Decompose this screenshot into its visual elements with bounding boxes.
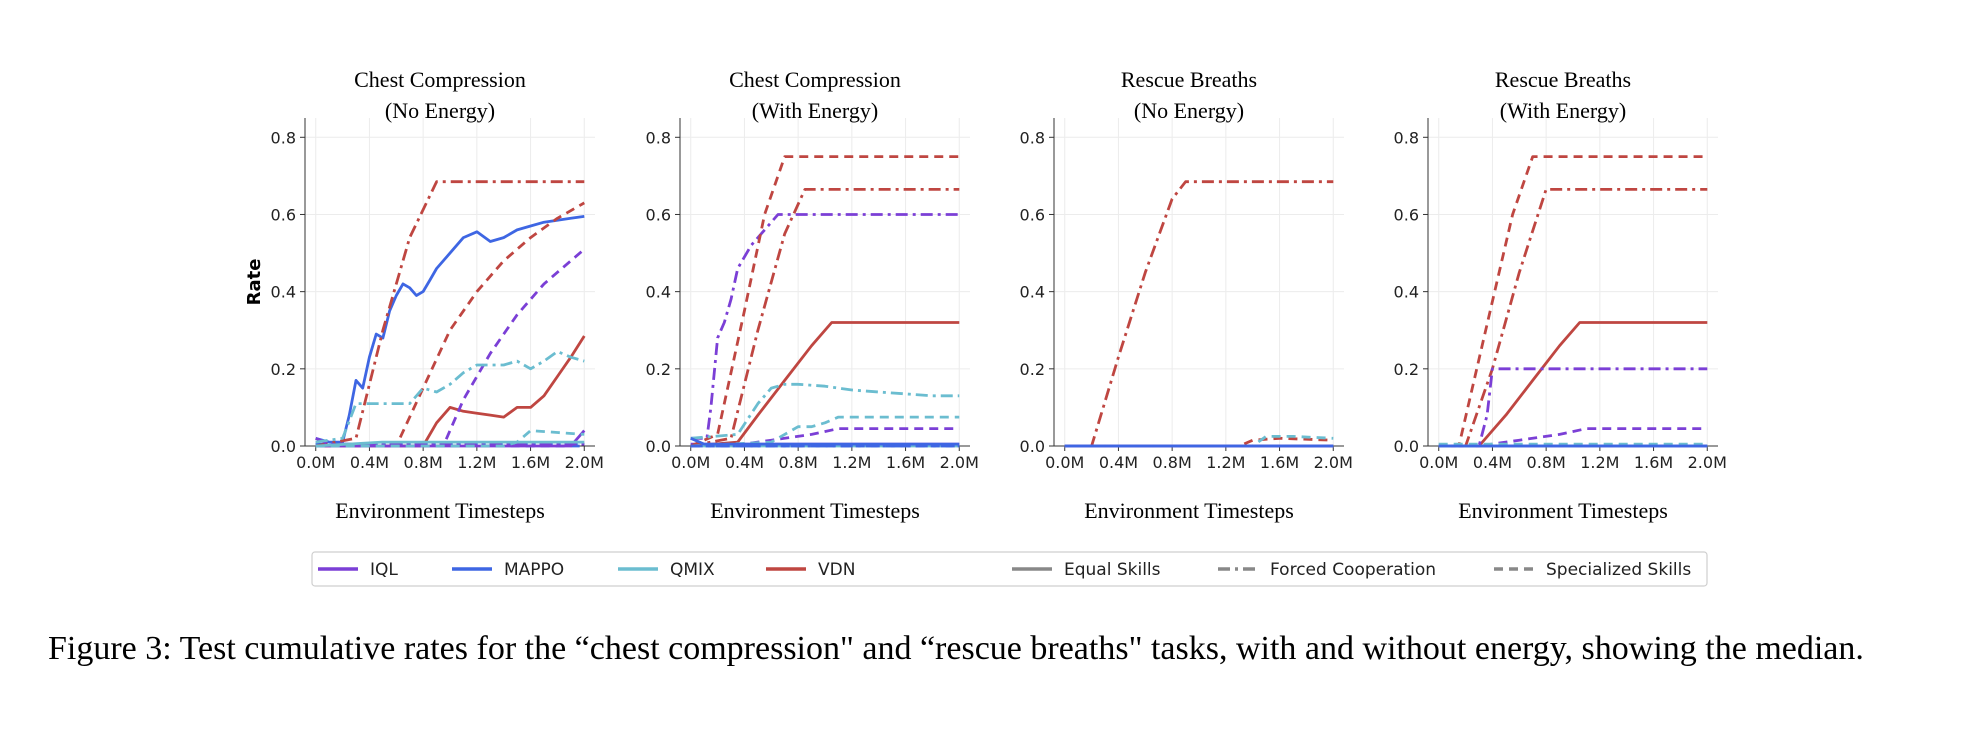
x-tick-label: 0.4M	[1473, 453, 1512, 472]
x-axis-label: Environment Timesteps	[335, 498, 545, 523]
panel-title: (With Energy)	[1500, 98, 1626, 123]
y-tick-label: 0.8	[646, 128, 671, 147]
y-tick-label: 0.0	[1020, 437, 1045, 456]
chart-panel-1: 0.0 0.2 0.4 0.6 0.8 0.0M 0.4M 0.8M 1.2M 1.6M 2.0M C…	[244, 67, 604, 523]
y-tick-label: 0.2	[646, 360, 671, 379]
series-line-vdn-forced-cooperation	[1064, 180, 1334, 448]
panel-title: (No Energy)	[385, 98, 495, 123]
x-tick-label: 0.0M	[1419, 453, 1458, 472]
series-line-qmix-forced-cooperation	[690, 382, 960, 440]
x-axis-label: Environment Timesteps	[1084, 498, 1294, 523]
x-tick-label: 0.8M	[779, 453, 818, 472]
series-line-vdn-forced-cooperation	[690, 187, 960, 448]
x-tick-label: 1.2M	[1580, 453, 1619, 472]
x-tick-label: 0.4M	[350, 453, 389, 472]
y-tick-label: 0.4	[646, 283, 671, 302]
y-tick-label: 0.4	[271, 283, 296, 302]
x-tick-label: 0.8M	[1527, 453, 1566, 472]
y-tick-label: 0.4	[1394, 283, 1419, 302]
x-tick-label: 0.8M	[404, 453, 443, 472]
y-tick-label: 0.6	[271, 205, 296, 224]
x-tick-label: 0.4M	[725, 453, 764, 472]
series-line-qmix-specialized-skills	[690, 415, 960, 448]
y-tick-label: 0.0	[646, 437, 671, 456]
legend-label-forced-cooperation: Forced Cooperation	[1270, 560, 1436, 580]
series-line-mappo-equal-skills	[315, 215, 585, 444]
legend-label-qmix: QMIX	[670, 560, 715, 580]
series-line-vdn-forced-cooperation	[315, 180, 585, 448]
x-tick-label: 1.6M	[1260, 453, 1299, 472]
x-tick-label: 1.6M	[1634, 453, 1673, 472]
figure-caption: Figure 3: Test cumulative rates for the …	[48, 630, 1864, 667]
legend-label-equal-skills: Equal Skills	[1064, 560, 1161, 580]
panel-title: Chest Compression	[729, 67, 901, 92]
series-line-vdn-equal-skills	[690, 321, 960, 448]
panel-title: Rescue Breaths	[1495, 67, 1631, 92]
series-line-qmix-specialized-skills	[315, 429, 585, 448]
x-tick-label: 1.2M	[457, 453, 496, 472]
y-tick-label: 0.0	[1394, 437, 1419, 456]
panel-title: (With Energy)	[752, 98, 878, 123]
chart-panel-2: 0.0 0.2 0.4 0.6 0.8 0.0M 0.4M 0.8M 1.2M 1.6M 2.0M C…	[646, 67, 979, 523]
x-tick-label: 1.6M	[511, 453, 550, 472]
series-line-iql-specialized-skills	[690, 427, 960, 448]
panel-title: Rescue Breaths	[1121, 67, 1257, 92]
panel-title: Chest Compression	[354, 67, 526, 92]
legend-label-vdn: VDN	[818, 560, 855, 580]
y-tick-label: 0.2	[1020, 360, 1045, 379]
panel-title: (No Energy)	[1134, 98, 1244, 123]
chart-panel-3: 0.0 0.2 0.4 0.6 0.8 0.0M 0.4M 0.8M 1.2M 1.6M 2.0M R…	[1020, 67, 1353, 523]
y-tick-label: 0.2	[1394, 360, 1419, 379]
y-tick-label: 0.8	[271, 128, 296, 147]
x-tick-label: 2.0M	[940, 453, 979, 472]
series-line-iql-specialized-skills	[1438, 427, 1708, 448]
x-tick-label: 0.0M	[296, 453, 335, 472]
y-tick-label: 0.6	[1394, 205, 1419, 224]
legend-box	[311, 551, 1708, 587]
series-line-iql-specialized-skills	[315, 248, 586, 448]
series-line-iql-equal-skills	[315, 429, 586, 448]
x-tick-label: 1.2M	[832, 453, 871, 472]
y-tick-label: 0.4	[1020, 283, 1045, 302]
x-tick-label: 2.0M	[1314, 453, 1353, 472]
series-line-vdn-equal-skills	[315, 335, 586, 448]
series-line-iql-forced-cooperation	[690, 213, 960, 440]
x-axis-label: Environment Timesteps	[1458, 498, 1668, 523]
x-tick-label: 0.0M	[671, 453, 710, 472]
y-tick-label: 0.2	[271, 360, 296, 379]
series-line-vdn-specialized-skills	[690, 155, 960, 448]
y-tick-label: 0.6	[1020, 205, 1045, 224]
legend-label-iql: IQL	[370, 560, 398, 580]
legend-label-mappo: MAPPO	[504, 560, 564, 580]
series-line-vdn-equal-skills	[1438, 321, 1708, 448]
x-tick-label: 0.0M	[1045, 453, 1084, 472]
legend-label-specialized-skills: Specialized Skills	[1546, 560, 1691, 580]
x-tick-label: 1.2M	[1206, 453, 1245, 472]
y-tick-label: 0.6	[646, 205, 671, 224]
series-line-qmix-forced-cooperation	[315, 350, 585, 444]
y-tick-label: 0.0	[271, 437, 296, 456]
x-tick-label: 1.6M	[886, 453, 925, 472]
x-tick-label: 2.0M	[1688, 453, 1727, 472]
x-axis-label: Environment Timesteps	[710, 498, 920, 523]
legend: IQL MAPPO QMIX VDN Equal Skills Forced Cooper…	[311, 551, 1708, 587]
series-line-qmix-equal-skills	[315, 440, 585, 448]
x-tick-label: 0.8M	[1153, 453, 1192, 472]
chart-panel-4: 0.0 0.2 0.4 0.6 0.8 0.0M 0.4M 0.8M 1.2M 1.6M 2.0M R…	[1394, 67, 1727, 523]
y-axis-label: Rate	[244, 259, 265, 306]
series-line-mappo-equal-skills	[690, 437, 960, 446]
series-line-iql-forced-cooperation	[1438, 367, 1708, 448]
series-line-vdn-forced-cooperation	[1438, 187, 1708, 448]
chart-panels: 0.0 0.2 0.4 0.6 0.8 0.0M 0.4M 0.8M 1.2M 1.6M 2.0M C…	[244, 67, 1727, 523]
y-tick-label: 0.8	[1020, 128, 1045, 147]
x-tick-label: 0.4M	[1099, 453, 1138, 472]
figure: 0.0 0.2 0.4 0.6 0.8 0.0M 0.4M 0.8M 1.2M 1.6M 2.0M C…	[244, 67, 1727, 587]
x-tick-label: 2.0M	[565, 453, 604, 472]
series-line-vdn-specialized-skills	[1438, 155, 1708, 448]
y-tick-label: 0.8	[1394, 128, 1419, 147]
series-line-vdn-specialized-skills	[315, 201, 585, 448]
